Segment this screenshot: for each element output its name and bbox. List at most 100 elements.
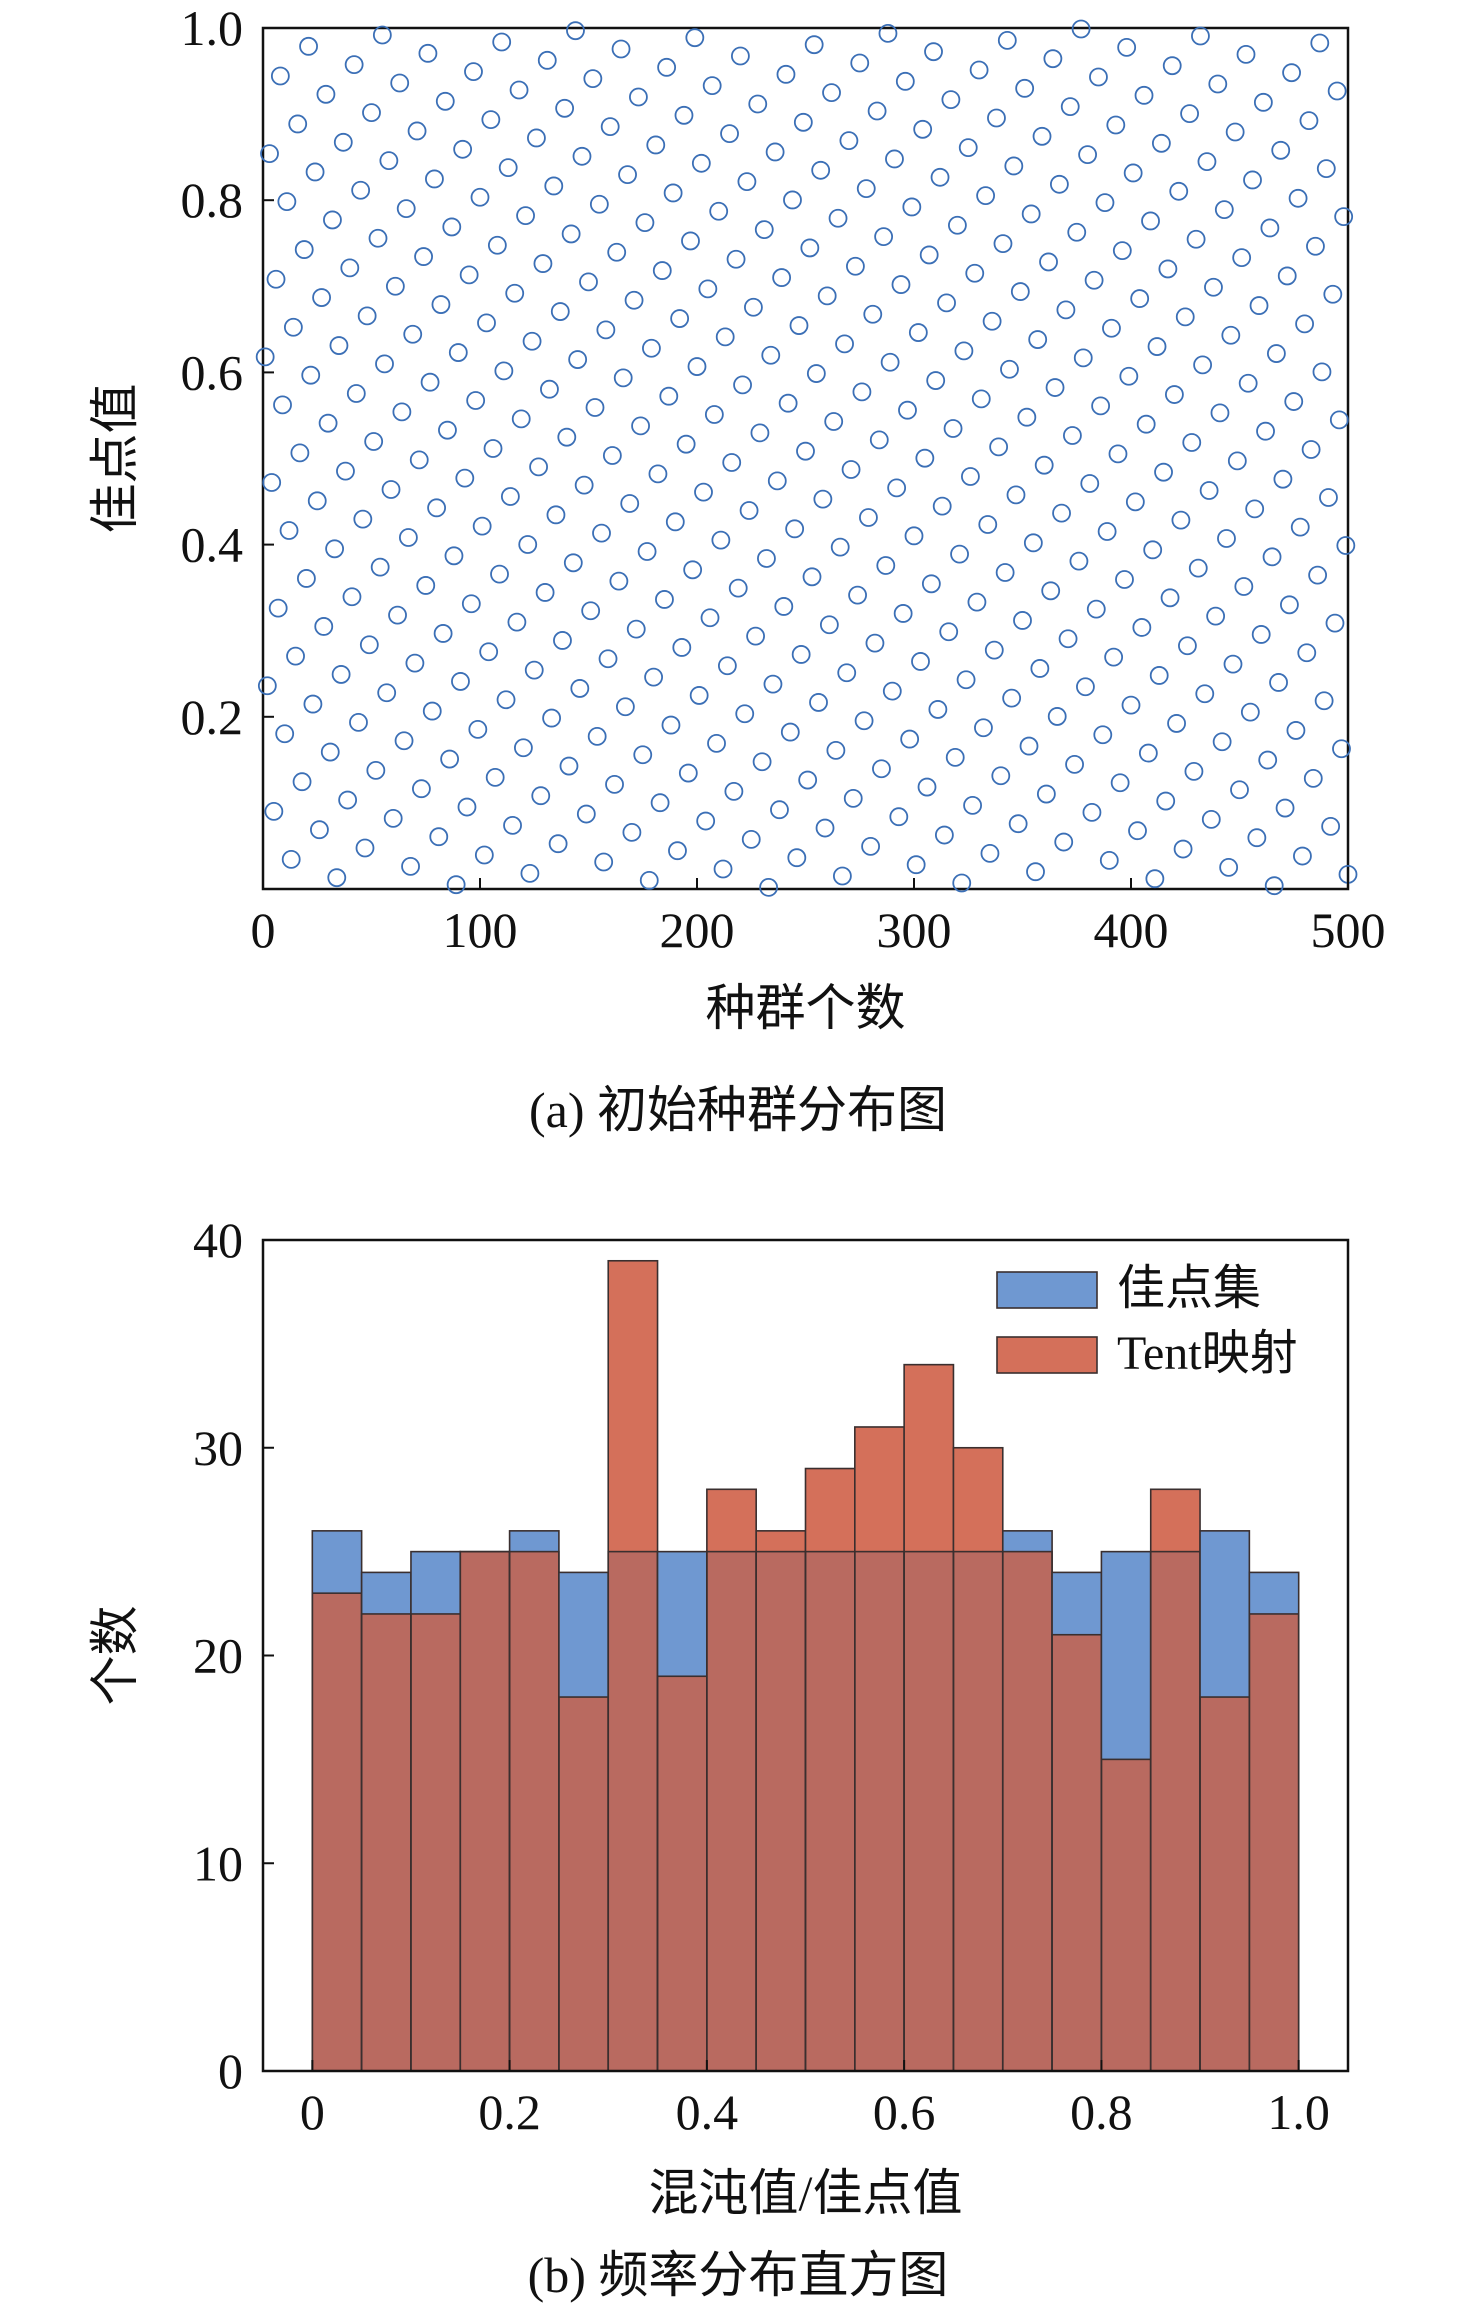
scatter-point bbox=[570, 679, 590, 698]
scatter-point bbox=[1078, 145, 1097, 165]
scatter-point bbox=[555, 98, 575, 118]
scatter-point bbox=[1286, 721, 1306, 740]
overlap-bar bbox=[1249, 1613, 1299, 2071]
scatter-point bbox=[843, 788, 863, 808]
series-1-excess-bar bbox=[854, 1426, 905, 1552]
scatter-point bbox=[1316, 159, 1336, 179]
scatter-point bbox=[921, 574, 941, 594]
scatter-point bbox=[1045, 378, 1065, 397]
overlap-bar bbox=[1052, 1634, 1102, 2071]
scatter-point bbox=[1008, 814, 1028, 834]
scatter-point bbox=[791, 645, 811, 664]
scatter-point bbox=[472, 516, 492, 536]
scatter-point bbox=[1271, 140, 1291, 160]
scatter-point bbox=[446, 875, 466, 895]
scatter-point bbox=[385, 276, 405, 296]
scatter-point bbox=[644, 667, 663, 687]
scatter-point bbox=[270, 66, 290, 86]
scatter-point bbox=[863, 304, 883, 324]
scatter-point bbox=[908, 323, 928, 342]
scatter-point bbox=[331, 665, 351, 684]
scatter-point bbox=[622, 822, 642, 842]
scatter-point bbox=[518, 535, 538, 554]
scatter-point bbox=[1188, 558, 1208, 578]
scatter-point bbox=[1034, 455, 1054, 475]
y-tick-label: 0.6 bbox=[181, 344, 244, 400]
scatter-point bbox=[839, 131, 859, 151]
x-tick-label: 0.2 bbox=[478, 2084, 541, 2140]
scatter-point bbox=[1143, 540, 1163, 560]
scatter-point bbox=[1206, 606, 1226, 626]
scatter-point bbox=[887, 478, 907, 498]
scatter-point bbox=[451, 672, 470, 691]
scatter-point bbox=[963, 795, 982, 815]
scatter-point bbox=[707, 734, 726, 753]
scatter-point bbox=[722, 453, 742, 472]
scatter-point bbox=[1264, 876, 1284, 896]
scatter-point bbox=[1199, 481, 1219, 500]
scatter-point bbox=[1319, 488, 1338, 507]
scatter-point bbox=[390, 73, 410, 93]
scatter-point bbox=[266, 269, 286, 289]
scatter-point bbox=[1021, 204, 1041, 224]
scatter-point bbox=[672, 638, 692, 657]
scatter-point bbox=[383, 808, 403, 828]
scatter-point bbox=[500, 487, 520, 506]
scatter-point bbox=[1017, 407, 1037, 427]
x-tick-label: 0.6 bbox=[873, 2084, 936, 2140]
series-0-excess-bar bbox=[558, 1572, 609, 1698]
overlap-bar bbox=[509, 1551, 559, 2071]
scatter-point bbox=[1065, 755, 1084, 774]
scatter-point bbox=[1197, 152, 1217, 172]
scatter-point bbox=[618, 165, 637, 185]
x-tick-label: 500 bbox=[1311, 902, 1386, 958]
scatter-point bbox=[342, 587, 362, 607]
scatter-point bbox=[611, 39, 631, 59]
scatter-point bbox=[763, 674, 783, 694]
scatter-point bbox=[811, 160, 831, 180]
scatter-point bbox=[746, 626, 765, 646]
scatter-point bbox=[435, 91, 455, 111]
scatter-point bbox=[1195, 684, 1215, 704]
scatter-point bbox=[379, 151, 399, 171]
x-tick-label: 0 bbox=[300, 2084, 325, 2140]
scatter-point bbox=[401, 856, 420, 876]
scatter-point bbox=[1052, 503, 1071, 523]
scatter-point bbox=[620, 494, 640, 513]
scatter-point bbox=[605, 774, 624, 794]
scatter-point bbox=[650, 793, 670, 813]
scatter-point bbox=[440, 749, 460, 769]
scatter-point bbox=[1010, 282, 1030, 301]
scatter-point bbox=[540, 379, 559, 399]
scatter-point bbox=[657, 57, 677, 77]
scatter-point bbox=[1054, 832, 1074, 852]
scatter-point bbox=[924, 42, 943, 62]
scatter-point bbox=[496, 690, 516, 710]
scatter-point bbox=[1039, 252, 1058, 272]
scatter-point bbox=[1086, 599, 1106, 619]
scatter-point bbox=[717, 656, 737, 676]
histogram-bars bbox=[311, 1259, 1300, 2072]
scatter-point bbox=[1112, 241, 1132, 261]
scatter-point bbox=[984, 640, 1004, 660]
series-0-excess-bar bbox=[657, 1551, 707, 1677]
scatter-point bbox=[880, 352, 900, 372]
scatter-point bbox=[392, 402, 412, 422]
scatter-point bbox=[958, 138, 978, 158]
histogram-figure: 0 0.2 0.4 0.6 0.8 1.0 0 10 20 30 40 混沌值/佳点值 个数 佳点集 Ten… bbox=[0, 1160, 1476, 2317]
y-tick-label: 30 bbox=[193, 1420, 243, 1476]
scatter-point bbox=[1023, 533, 1043, 553]
scatter-point bbox=[869, 430, 889, 450]
scatter-point bbox=[596, 320, 616, 340]
scatter-point bbox=[700, 608, 720, 628]
scatter-point bbox=[273, 395, 292, 415]
series-1-excess-bar bbox=[756, 1530, 806, 1552]
series-0-excess-bar bbox=[312, 1530, 362, 1594]
scatter-point bbox=[1334, 207, 1354, 227]
scatter-point bbox=[470, 187, 490, 207]
scatter-point bbox=[874, 227, 894, 247]
scatter-point bbox=[1225, 122, 1245, 142]
scatter-point bbox=[594, 852, 614, 872]
series-1-excess-bar bbox=[805, 1468, 855, 1552]
scatter-point bbox=[789, 316, 809, 335]
